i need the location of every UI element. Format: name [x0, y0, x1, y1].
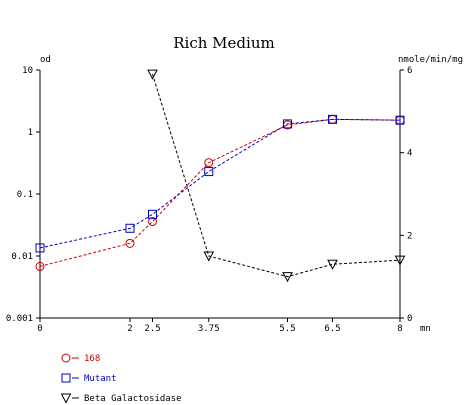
series-1	[35, 114, 405, 253]
data-point	[282, 272, 293, 283]
data-point	[148, 209, 157, 219]
y-right-tick-label: 6	[407, 66, 412, 76]
series-line	[39, 118, 401, 267]
y-left-tick-label: 0.01	[11, 252, 33, 262]
data-point	[283, 119, 292, 129]
x-tick-label: 6.5	[324, 324, 340, 334]
series-layer	[35, 69, 406, 283]
data-point	[35, 261, 45, 271]
data-point	[204, 158, 214, 168]
data-point	[203, 251, 215, 262]
axes: 0 2 2.5 3.75 5.5 6.5 8 0.001 0.01 0.1 1 10 0 2 4 6	[6, 66, 413, 334]
data-point	[395, 115, 405, 125]
series-0	[35, 114, 405, 271]
x-tick-label: 2.5	[144, 324, 160, 334]
data-point	[125, 238, 135, 248]
x-tick-label: 0	[37, 324, 42, 334]
legend-item: Beta Galactosidase	[60, 393, 182, 404]
x-axis-label: mn	[420, 324, 431, 334]
data-point	[328, 114, 337, 124]
x-tick-label: 5.5	[279, 324, 295, 334]
x-tick-label: 3.75	[198, 324, 220, 334]
y-right-axis-label: nmole/min/mg	[398, 55, 463, 65]
series-2	[147, 69, 406, 283]
legend-marker	[61, 373, 71, 383]
legend-item: Mutant	[61, 373, 117, 384]
data-point	[327, 259, 338, 270]
legend: 168 Mutant Beta Galactosidase	[60, 353, 182, 404]
data-point	[394, 255, 406, 266]
data-point	[204, 167, 214, 177]
y-left-tick-label: 0.1	[17, 190, 33, 200]
legend-label: Beta Galactosidase	[84, 394, 182, 404]
x-tick-label: 8	[397, 324, 402, 334]
data-point	[35, 243, 45, 253]
x-tick-label: 2	[127, 324, 132, 334]
y-left-axis-label: od	[40, 55, 51, 65]
legend-marker	[60, 393, 72, 404]
y-left-tick-label: 10	[22, 66, 33, 76]
legend-marker	[61, 353, 71, 363]
y-left-tick-label: 1	[28, 128, 33, 138]
data-point	[147, 69, 158, 80]
y-left-tick-label: 0.001	[6, 314, 33, 324]
series-line	[152, 73, 401, 278]
y-right-tick-label: 4	[407, 149, 412, 159]
legend-label: Mutant	[84, 374, 117, 384]
chart-title: Rich Medium	[173, 34, 274, 52]
y-right-tick-label: 0	[407, 314, 412, 324]
series-line	[39, 118, 401, 249]
data-point	[148, 217, 157, 227]
y-right-tick-label: 2	[407, 231, 412, 241]
legend-label: 168	[84, 354, 100, 364]
data-point	[125, 223, 135, 233]
legend-item: 168	[61, 353, 100, 364]
